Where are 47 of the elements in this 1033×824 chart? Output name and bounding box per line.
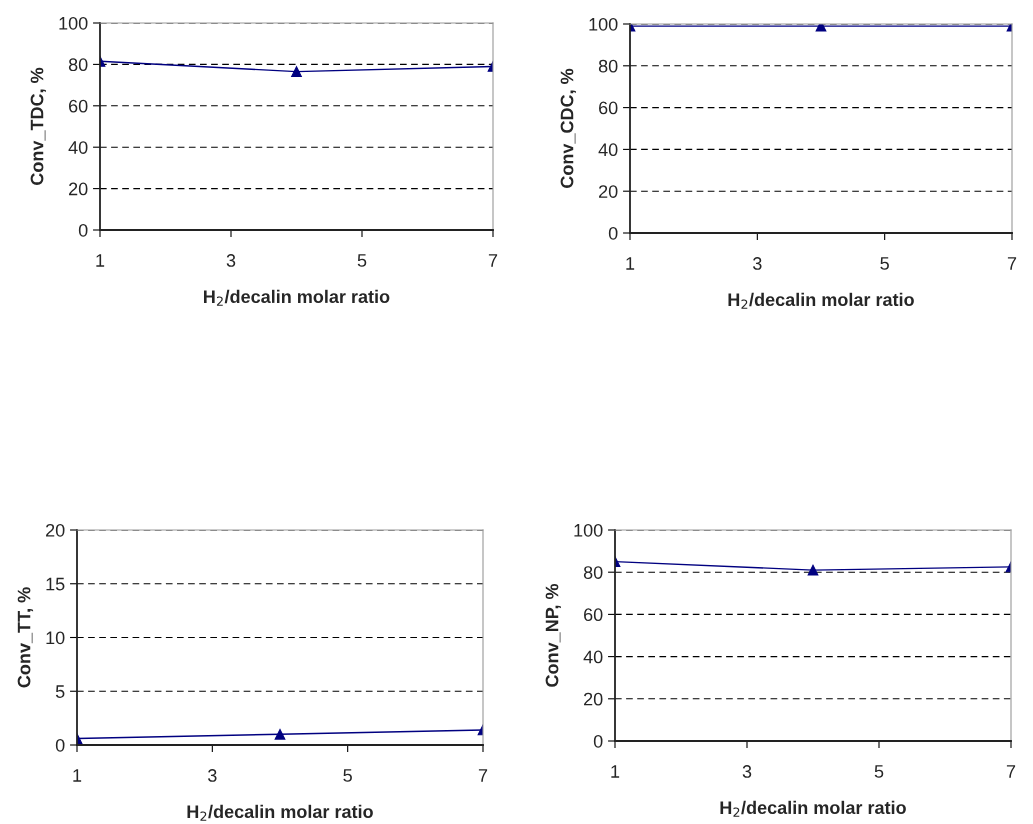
y-tick-label: 15 (46, 577, 65, 591)
y-tick-label: 40 (583, 650, 603, 664)
x-tick-label: 3 (742, 765, 752, 778)
x-axis-title: H$_{2}$/decalin molar ratio (720, 800, 906, 817)
x-tick-label: 3 (226, 254, 236, 267)
y-tick-label: 20 (599, 185, 618, 198)
y-tick-label: 60 (599, 101, 618, 115)
x-tick-label: 7 (1006, 765, 1016, 778)
x-tick-label: 1 (611, 765, 620, 778)
x-tick-label: 3 (208, 769, 217, 782)
y-tick-label: 20 (69, 182, 88, 196)
y-tick-label: 0 (55, 738, 65, 752)
x-axis-title: H$_{2}$/decalin molar ratio (204, 289, 390, 306)
x-tick-label: 7 (1007, 257, 1017, 270)
y-tick-label: 100 (574, 523, 603, 537)
y-tick-label: 20 (46, 523, 65, 537)
y-axis-title: Conv_TT, % (17, 587, 34, 688)
x-tick-label: 3 (753, 257, 762, 270)
y-tick-label: 40 (598, 143, 618, 157)
y-tick-label: 60 (584, 608, 603, 622)
y-tick-label: 60 (69, 99, 88, 113)
y-tick-label: 80 (583, 566, 603, 579)
x-tick-label: 1 (96, 254, 105, 267)
y-axis-title: Conv_NP, % (545, 583, 562, 687)
x-tick-label: 5 (880, 257, 889, 270)
x-tick-label: 1 (626, 257, 635, 270)
x-tick-label: 5 (357, 254, 367, 267)
y-tick-label: 80 (598, 59, 618, 73)
y-tick-label: 0 (78, 223, 88, 237)
x-tick-label: 7 (478, 769, 488, 782)
y-tick-label: 0 (593, 734, 603, 748)
x-tick-label: 1 (73, 769, 82, 782)
y-axis-title: Conv_TDC, % (30, 67, 47, 185)
y-tick-label: 100 (589, 17, 618, 31)
x-axis-title: H$_{2}$/decalin molar ratio (187, 804, 373, 821)
y-tick-label: 10 (46, 631, 65, 645)
y-tick-label: 0 (608, 226, 618, 240)
y-tick-label: 80 (68, 58, 88, 72)
x-tick-label: 5 (874, 765, 884, 778)
y-tick-label: 100 (59, 16, 88, 30)
y-tick-label: 5 (55, 685, 65, 698)
x-axis-title: H$_{2}$/decalin molar ratio (728, 292, 914, 309)
y-tick-label: 40 (68, 141, 88, 154)
y-tick-label: 20 (584, 692, 603, 706)
x-tick-label: 7 (488, 254, 498, 267)
y-axis-title: Conv_CDC, % (560, 68, 577, 188)
x-tick-label: 5 (343, 769, 352, 782)
